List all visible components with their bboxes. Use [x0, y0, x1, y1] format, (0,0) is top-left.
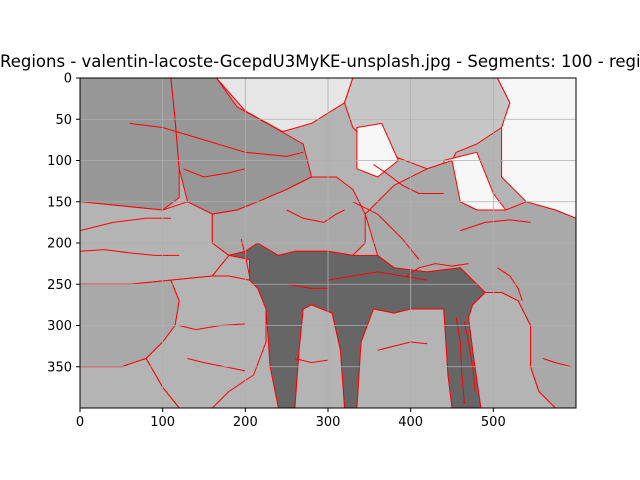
y-tick-label: 300	[47, 319, 72, 334]
y-tick-label: 0	[64, 72, 72, 87]
segment-boundary	[497, 267, 523, 301]
x-tick-label: 100	[150, 415, 175, 430]
y-tick-label: 150	[47, 195, 72, 210]
x-tick-label: 300	[316, 415, 341, 430]
x-tick-label: 400	[398, 415, 423, 430]
segment-boundaries	[80, 122, 573, 404]
segment-region	[80, 78, 180, 211]
x-tick-label: 0	[76, 415, 84, 430]
segment-region	[145, 275, 267, 408]
segment-boundary	[179, 323, 246, 331]
segment-boundary	[129, 122, 304, 157]
y-axis: 0 50 100 150 200 250 300 350	[47, 72, 80, 375]
y-tick-label: 100	[47, 154, 72, 169]
segment-boundary	[542, 358, 573, 368]
segment-boundary	[286, 283, 328, 289]
segment-boundary	[463, 321, 476, 392]
segment-boundary	[80, 217, 171, 232]
segment-region	[356, 122, 399, 178]
segment-boundary	[187, 358, 246, 372]
segment-boundary	[460, 219, 531, 232]
segment-boundary	[455, 317, 465, 404]
y-tick-label: 50	[55, 113, 72, 128]
y-tick-label: 200	[47, 237, 72, 252]
segment-boundary	[406, 263, 469, 277]
x-tick-label: 200	[233, 415, 258, 430]
segment-boundary	[377, 341, 428, 351]
y-tick-label: 350	[47, 360, 72, 375]
y-tick-label: 250	[47, 278, 72, 293]
segment-boundary	[373, 164, 444, 194]
x-axis: 0 100 200 300 400 500	[76, 408, 506, 430]
segment-boundary	[294, 358, 329, 364]
segment-boundary	[286, 209, 345, 223]
x-tick-label: 500	[481, 415, 506, 430]
chart-title: Regions - valentin-lacoste-GcepdU3MyKE-u…	[0, 52, 640, 71]
segment-region	[356, 308, 453, 408]
segment-region	[294, 304, 345, 408]
segment-boundary	[183, 168, 246, 178]
segment-region	[468, 292, 556, 408]
